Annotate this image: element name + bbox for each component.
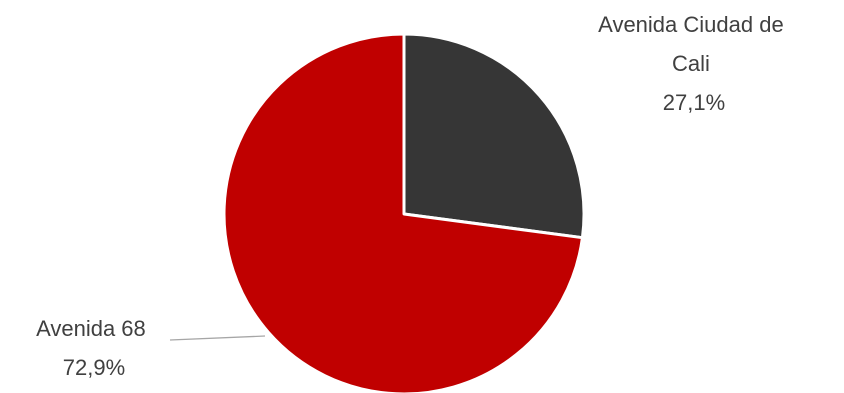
slice-value-avenida-ciudad-de-cali: 27,1% xyxy=(663,90,725,115)
slice-label-avenida-ciudad-de-cali-line-1: Avenida Ciudad de xyxy=(598,12,784,37)
slice-label-avenida-ciudad-de-cali-line-2: Cali xyxy=(672,51,710,76)
slice-value-avenida-68: 72,9% xyxy=(63,355,125,380)
pie-slice-avenida-68 xyxy=(222,32,584,393)
slice-label-avenida-68: Avenida 68 72,9% xyxy=(36,316,152,380)
pie-slice-avenida-ciudad-de-cali xyxy=(402,32,586,240)
pie-slices xyxy=(222,32,586,393)
leader-line-avenida-68 xyxy=(169,335,266,341)
slice-label-avenida-68-line-1: Avenida 68 xyxy=(36,316,146,341)
slice-label-avenida-ciudad-de-cali: Avenida Ciudad de Cali 27,1% xyxy=(598,12,790,115)
